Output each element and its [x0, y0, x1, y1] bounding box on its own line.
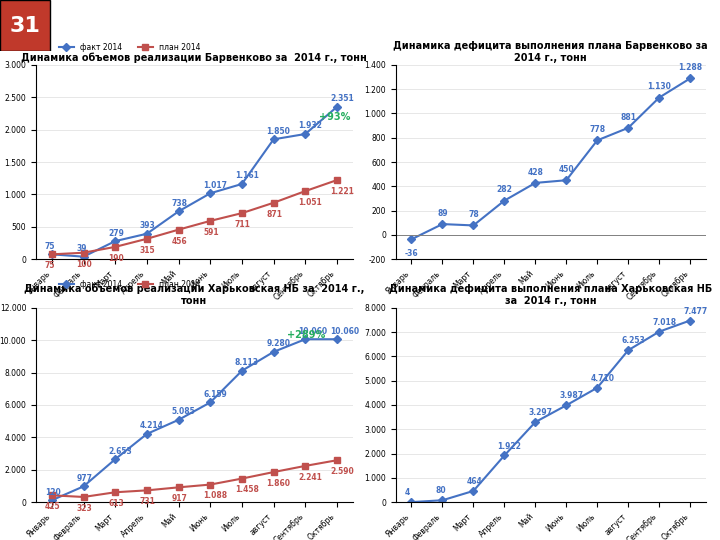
- Text: 282: 282: [496, 185, 513, 194]
- Text: 89: 89: [437, 209, 448, 218]
- Text: 4.214: 4.214: [140, 421, 164, 430]
- Text: 778: 778: [589, 125, 606, 134]
- Text: 80: 80: [436, 487, 446, 495]
- Text: 591: 591: [203, 228, 219, 237]
- Text: 393: 393: [140, 221, 156, 230]
- Text: 871: 871: [266, 210, 283, 219]
- Text: 279: 279: [108, 228, 124, 238]
- Text: 7.018: 7.018: [652, 318, 676, 327]
- Text: +93%: +93%: [319, 112, 351, 122]
- Text: Динамика показателей объема розничной реализации РСС  ОАО «Татнефть» по
Нефтебаз: Динамика показателей объема розничной ре…: [54, 12, 603, 39]
- Text: 425: 425: [45, 502, 60, 511]
- Text: 731: 731: [140, 497, 156, 506]
- Text: 1.860: 1.860: [266, 479, 291, 488]
- Text: 1.458: 1.458: [235, 485, 259, 495]
- Text: 464: 464: [467, 477, 482, 486]
- Title: Динамика объемов реализации Барвенково за  2014 г., тонн: Динамика объемов реализации Барвенково з…: [22, 52, 367, 63]
- Title: Динамика объемов реализации Харьковская НБ за  2014 г.,
тонн: Динамика объемов реализации Харьковская …: [24, 284, 364, 306]
- Text: 3.987: 3.987: [559, 392, 583, 400]
- Text: 2.590: 2.590: [330, 467, 354, 476]
- Text: 711: 711: [235, 220, 251, 229]
- Text: 613: 613: [108, 499, 124, 508]
- Text: 39: 39: [76, 244, 87, 253]
- Text: 78: 78: [468, 210, 479, 219]
- Text: 10.060: 10.060: [298, 327, 328, 336]
- Text: 2.241: 2.241: [298, 473, 323, 482]
- Text: 75: 75: [45, 242, 55, 251]
- Text: 8.113: 8.113: [235, 358, 259, 367]
- Text: 190: 190: [108, 254, 124, 263]
- Text: 1.130: 1.130: [647, 82, 671, 91]
- FancyBboxPatch shape: [0, 0, 50, 51]
- Text: +289%: +289%: [287, 330, 325, 340]
- Text: 1.088: 1.088: [203, 491, 228, 501]
- Text: 450: 450: [559, 165, 574, 174]
- Text: 881: 881: [620, 112, 636, 122]
- Text: 738: 738: [171, 199, 188, 208]
- Text: 100: 100: [76, 260, 92, 268]
- Title: Динамика дефицита выполнения плана Харьковская НБ
за  2014 г., тонн: Динамика дефицита выполнения плана Харьк…: [390, 284, 712, 306]
- Text: -36: -36: [405, 249, 418, 258]
- Text: 5.085: 5.085: [171, 407, 195, 416]
- Text: 9.280: 9.280: [266, 339, 291, 348]
- Text: 4: 4: [405, 488, 410, 497]
- Text: 6.253: 6.253: [621, 336, 645, 345]
- Text: 456: 456: [171, 237, 187, 246]
- Text: 1.221: 1.221: [330, 187, 354, 196]
- Text: 977: 977: [76, 474, 93, 483]
- Text: 2.653: 2.653: [108, 447, 132, 456]
- Text: 4.710: 4.710: [590, 374, 614, 383]
- Text: 1.922: 1.922: [498, 442, 521, 450]
- Text: 1.051: 1.051: [298, 198, 322, 207]
- Legend: факт 2014, план 2014: факт 2014, план 2014: [55, 276, 204, 292]
- Text: 3.297: 3.297: [528, 408, 552, 417]
- Text: 1.017: 1.017: [203, 181, 228, 190]
- Text: 1.288: 1.288: [678, 63, 702, 72]
- Text: 120: 120: [45, 488, 60, 497]
- Text: 428: 428: [527, 167, 544, 177]
- Text: 31: 31: [10, 16, 40, 36]
- Text: 7.477: 7.477: [683, 307, 708, 315]
- Text: 1.850: 1.850: [266, 127, 291, 136]
- Title: Динамика дефицита выполнения плана Барвенково за
2014 г., тонн: Динамика дефицита выполнения плана Барве…: [394, 41, 708, 63]
- Text: 75: 75: [45, 261, 55, 270]
- Text: 10.060: 10.060: [330, 327, 359, 336]
- Legend: факт 2014, план 2014: факт 2014, план 2014: [55, 39, 204, 55]
- Text: 917: 917: [171, 494, 187, 503]
- Text: 1.932: 1.932: [298, 122, 323, 131]
- Text: 2.351: 2.351: [330, 94, 354, 103]
- Text: 6.159: 6.159: [203, 390, 227, 399]
- Text: 323: 323: [76, 504, 92, 513]
- Text: 1.161: 1.161: [235, 171, 259, 180]
- Text: 315: 315: [140, 246, 156, 255]
